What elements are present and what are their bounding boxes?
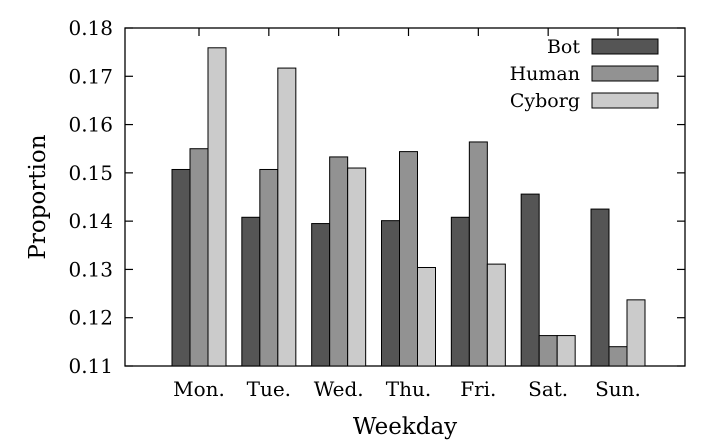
bar-human-thu — [399, 151, 418, 367]
bar-cyborg-mon — [207, 47, 227, 367]
bar-cyborg-sun — [626, 299, 646, 367]
legend-swatch-cyborg — [591, 92, 659, 109]
y-axis-title: Proportion — [25, 134, 51, 259]
axes: 0.11 0.12 0.13 0.14 0.15 0.16 0.17 0.18 Mon. Tue.… — [68, 16, 686, 401]
bar-bot-wed — [311, 223, 331, 367]
y-tick-label: 0.12 — [68, 306, 113, 330]
bar-human-sat — [538, 335, 558, 367]
y-tick-label: 0.18 — [68, 16, 113, 40]
bar-bot-mon — [171, 168, 191, 367]
y-tick-label: 0.17 — [68, 64, 113, 88]
x-tick-label: Thu. — [386, 377, 431, 401]
bar-human-fri — [468, 141, 488, 367]
bar-cyborg-fri — [486, 263, 506, 367]
legend: Bot Human Cyborg — [510, 36, 659, 112]
legend-label-human: Human — [510, 63, 580, 85]
y-tick-label: 0.11 — [68, 354, 113, 378]
x-tick-label: Mon. — [173, 377, 225, 401]
bar-cyborg-thu — [417, 266, 436, 367]
bar-bot-thu — [381, 220, 400, 367]
bars — [171, 47, 646, 367]
x-tick-label: Wed. — [314, 377, 364, 401]
bar-bot-tue — [241, 216, 261, 367]
bar-cyborg-tue — [277, 67, 297, 367]
bar-bot-sun — [590, 208, 610, 367]
x-tick-label: Sat. — [528, 377, 568, 401]
bar-human-tue — [259, 168, 279, 367]
bar-bot-sat — [520, 193, 540, 367]
legend-swatch-bot — [591, 38, 659, 55]
y-tick-label: 0.13 — [68, 257, 113, 281]
bar-human-wed — [329, 156, 349, 367]
y-tick-label: 0.14 — [68, 209, 113, 233]
bar-cyborg-sat — [556, 335, 576, 367]
bar-human-sun — [608, 346, 628, 367]
x-tick-label: Sun. — [595, 377, 641, 401]
x-tick-label: Tue. — [247, 377, 291, 401]
x-tick-label: Fri. — [460, 377, 496, 401]
x-axis-title: Weekday — [353, 414, 457, 440]
legend-label-cyborg: Cyborg — [510, 90, 580, 112]
bar-bot-fri — [450, 216, 470, 367]
y-tick-label: 0.16 — [68, 113, 113, 137]
legend-label-bot: Bot — [547, 36, 580, 58]
bar-cyborg-wed — [347, 167, 367, 367]
bar-human-mon — [189, 148, 209, 367]
y-tick-label: 0.15 — [68, 161, 113, 185]
legend-swatch-human — [591, 65, 659, 82]
